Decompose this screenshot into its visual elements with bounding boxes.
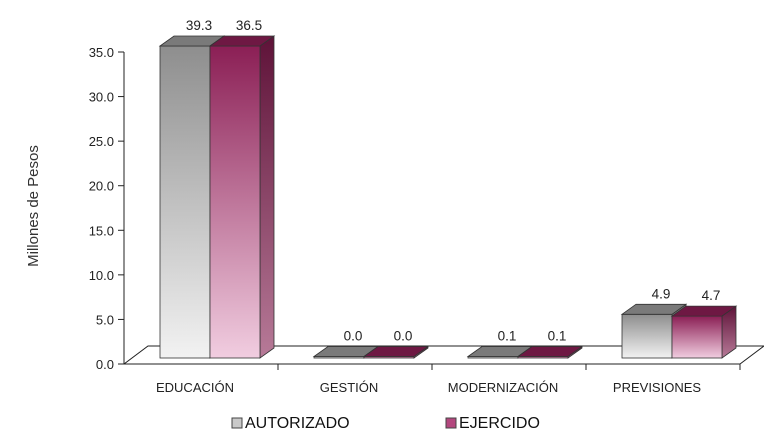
data-label-ejercido: 0.1 (548, 329, 567, 344)
y-tick-label: 5.0 (96, 312, 114, 327)
bars (158, 35, 738, 359)
x-category-label: MODERNIZACIÓN (448, 380, 559, 395)
y-tick-label: 0.0 (96, 357, 114, 372)
bar-ejercido (516, 345, 584, 359)
bar-ejercido (670, 305, 738, 359)
legend-label-autorizado: AUTORIZADO (245, 415, 350, 432)
bar-top-face (670, 305, 738, 317)
legend-swatch-autorizado (231, 417, 243, 429)
bar-ejercido (362, 345, 430, 359)
y-tick-label: 20.0 (89, 179, 114, 194)
data-label-autorizado: 0.1 (498, 329, 517, 344)
y-tick-label: 35.0 (89, 45, 114, 60)
bar-top-face (516, 346, 584, 357)
bar-front-face (159, 45, 211, 359)
legend-label-ejercido: EJERCIDO (459, 415, 540, 432)
x-category-label: PREVISIONES (613, 380, 701, 395)
data-label-ejercido: 36.5 (236, 18, 262, 33)
y-tick-label: 30.0 (89, 90, 114, 105)
y-tick-label: 25.0 (89, 134, 114, 149)
x-labels: EDUCACIÓN GESTIÓN MODERNIZACIÓN PREVISIONES (156, 364, 741, 395)
y-tick-label: 10.0 (89, 268, 114, 283)
legend-swatch-ejercido (445, 417, 457, 429)
bar-front-face (209, 45, 261, 359)
data-label-autorizado: 0.0 (344, 329, 363, 344)
y-axis-title: Millones de Pesos (25, 145, 42, 267)
bar-top-face (208, 35, 276, 47)
y-ticks: 0.0 5.0 10.0 15.0 20.0 25.0 30.0 35.0 (89, 45, 124, 372)
data-label-autorizado: 4.9 (652, 286, 671, 301)
bar-front-face (671, 315, 723, 359)
data-label-autorizado: 39.3 (186, 18, 212, 33)
bar-ejercido (208, 35, 276, 359)
data-label-ejercido: 4.7 (702, 288, 721, 303)
x-category-label: GESTIÓN (320, 380, 379, 395)
bar-side-face (259, 35, 275, 359)
legend: AUTORIZADO EJERCIDO (231, 415, 540, 432)
y-tick-label: 15.0 (89, 223, 114, 238)
bar-front-face (621, 313, 673, 359)
chart-floor (122, 345, 764, 365)
data-label-ejercido: 0.0 (394, 329, 413, 344)
bar-top-face (620, 303, 688, 315)
bar-top-face (362, 346, 430, 357)
value-labels: 39.3 36.5 0.0 0.0 0.1 0.1 4.9 4.7 (186, 18, 721, 344)
x-category-label: EDUCACIÓN (156, 380, 234, 395)
